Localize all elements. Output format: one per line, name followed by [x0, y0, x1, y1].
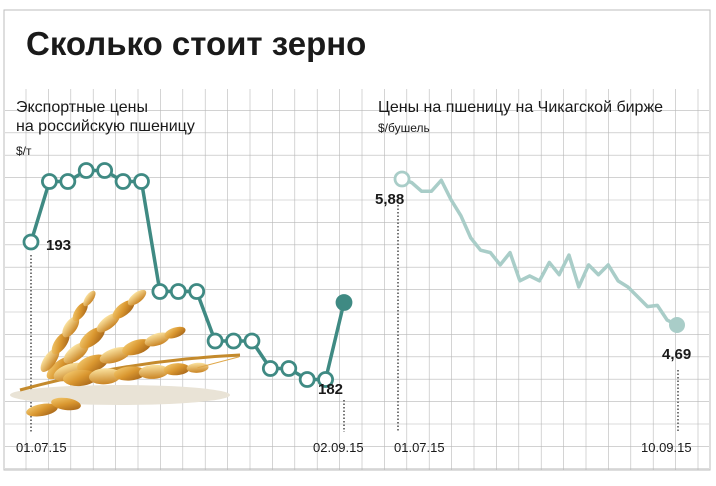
left-series: [22, 162, 353, 388]
wheat-stem: [19, 353, 241, 392]
left-unit: $/т: [16, 144, 32, 158]
left-series-point: [41, 173, 58, 190]
left-title-line-2: на российскую пшеницу: [16, 118, 195, 135]
left-series-point: [77, 162, 95, 179]
right-unit: $/бушель: [378, 121, 430, 135]
right-series-end-point: [669, 317, 685, 334]
right-title: Цены на пшеницу на Чикагской бирже: [378, 99, 663, 116]
left-series-point: [225, 332, 242, 350]
left-series-point: [261, 360, 279, 377]
frame: [3, 9, 711, 471]
right-series-line: [401, 177, 678, 327]
left-series-point: [188, 283, 206, 300]
left-last-value-label: 182: [318, 381, 343, 398]
left-series-point: [22, 233, 40, 251]
left-first-value-label: 193: [46, 237, 71, 254]
left-series-point: [151, 283, 169, 300]
left-title-line-1: Экспортные цены: [16, 99, 148, 116]
left-series-point: [114, 173, 132, 190]
page-title: Сколько стоит зерно: [26, 25, 366, 62]
loose-grain-1: [26, 403, 58, 417]
left-end-date: 02.09.15: [313, 440, 364, 455]
left-series-point: [59, 173, 77, 190]
right-end-date: 10.09.15: [641, 440, 692, 455]
left-series-point: [280, 360, 298, 377]
loose-grain-2: [51, 397, 81, 411]
wheat-shadow: [10, 385, 230, 405]
wheat-ear-2: [53, 326, 186, 382]
left-series-point: [206, 332, 224, 350]
wheat-ear-3: [63, 356, 240, 387]
left-start-date: 01.07.15: [16, 440, 67, 455]
wheat-illustration: [10, 289, 241, 417]
left-series-point: [96, 162, 114, 179]
wheat-ear-4: [40, 290, 96, 372]
left-series-point: [169, 283, 187, 300]
right-first-value-label: 5,88: [375, 191, 404, 208]
grid: [5, 87, 709, 470]
left-series-point: [298, 371, 316, 388]
title-background: [5, 11, 709, 89]
left-series-point: [317, 371, 334, 388]
right-series-start-point: [393, 170, 411, 188]
left-series-point: [335, 294, 353, 311]
right-start-date: 01.07.15: [394, 440, 445, 455]
left-series-point: [243, 332, 261, 350]
left-series-point: [133, 173, 150, 190]
right-last-value-label: 4,69: [662, 346, 691, 363]
right-series: [393, 170, 685, 334]
